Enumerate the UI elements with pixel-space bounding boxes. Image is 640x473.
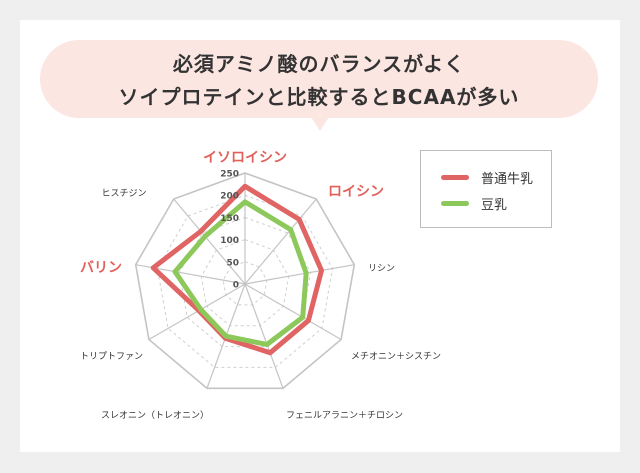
grid-ring-200: [156, 194, 334, 368]
title-bubble-tail: [311, 117, 329, 131]
spoke-4: [244, 283, 284, 389]
axis-label-1: ロイシン: [328, 184, 384, 200]
legend-label-milk: 普通牛乳: [481, 171, 534, 187]
chart-title-line-2: ソイプロテインと比較するとBCAAが多い: [118, 85, 520, 109]
legend-label-soy: 豆乳: [481, 197, 508, 213]
chart-legend: 普通牛乳 豆乳: [420, 150, 552, 228]
spoke-3: [244, 283, 342, 341]
series-line-0: [150, 183, 324, 356]
radar-tick-labels: 0 50 100 150 200 250: [220, 170, 239, 291]
legend-swatch-milk: [441, 174, 469, 180]
tick-label-150: 150: [220, 214, 239, 224]
title-bubble: [40, 40, 598, 118]
tick-label-100: 100: [220, 236, 239, 246]
tick-label-200: 200: [220, 192, 239, 202]
tick-label-0: 0: [233, 281, 239, 291]
tick-label-50: 50: [226, 258, 239, 268]
axis-label-2: リシン: [368, 264, 395, 274]
axis-label-6: トリプトファン: [80, 351, 143, 362]
grid-ring-250: [134, 172, 356, 390]
axis-label-3: メチオニン＋シスチン: [351, 351, 441, 362]
tick-label-250: 250: [220, 170, 239, 180]
axis-label-0: イソロイシン: [203, 150, 287, 166]
spoke-2: [244, 264, 355, 285]
legend-item-soy: 豆乳: [441, 193, 507, 213]
axis-label-7: バリン: [80, 260, 122, 276]
chart-title-line-1: 必須アミノ酸のバランスがよく: [172, 52, 466, 76]
spoke-1: [244, 198, 317, 285]
legend-item-milk: 普通牛乳: [441, 167, 533, 187]
axis-label-5: スレオニン（トレオニン）: [101, 410, 209, 421]
series-line-1: [172, 199, 309, 347]
spoke-8: [173, 198, 246, 285]
axis-label-4: フェニルアラニン＋チロシン: [286, 410, 403, 421]
axis-label-8: ヒスチジン: [101, 188, 146, 199]
grid-ring-50: [222, 261, 268, 306]
radar-series: [150, 183, 324, 356]
legend-swatch-soy: [441, 200, 469, 206]
